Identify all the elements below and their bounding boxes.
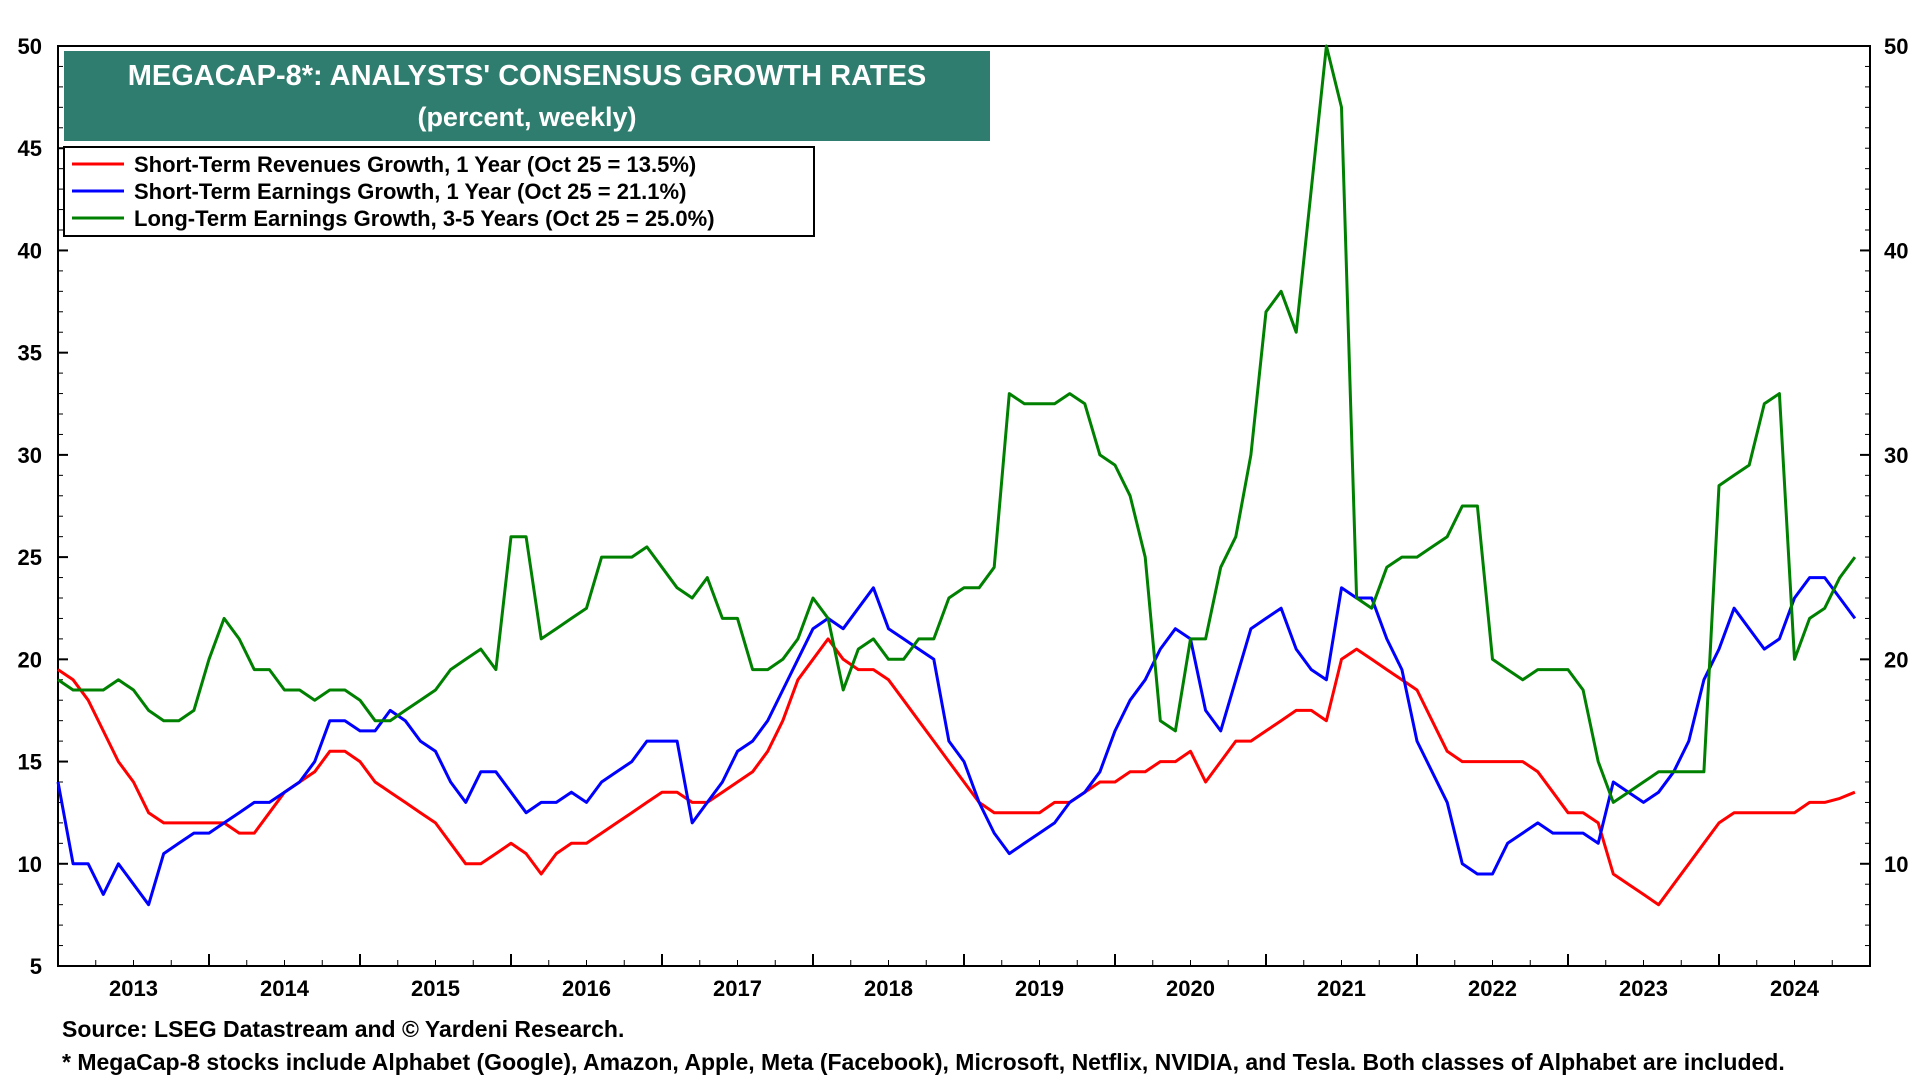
y-right-tick-label: 10 [1884, 852, 1908, 877]
title-background [64, 51, 990, 141]
x-tick-label: 2024 [1770, 976, 1820, 1001]
y-left-tick-label: 45 [18, 136, 42, 161]
x-tick-label: 2014 [260, 976, 310, 1001]
y-axis-left: 5 10 15 20 25 30 35 40 45 50 [18, 34, 68, 979]
y-left-tick-label: 15 [18, 750, 42, 775]
y-left-tick-label: 50 [18, 34, 42, 59]
x-tick-label: 2019 [1015, 976, 1064, 1001]
legend-box [63, 146, 815, 237]
x-tick-label: 2015 [411, 976, 460, 1001]
series-line-2 [56, 576, 1857, 907]
x-tick-label: 2023 [1619, 976, 1668, 1001]
legend-label-1: Short-Term Revenues Growth, 1 Year (Oct … [134, 152, 696, 177]
legend: Short-Term Revenues Growth, 1 Year (Oct … [63, 146, 815, 237]
x-tick-label: 2013 [109, 976, 158, 1001]
x-tick-label: 2022 [1468, 976, 1517, 1001]
chart-subtitle: (percent, weekly) [417, 102, 636, 132]
x-tick-label: 2017 [713, 976, 762, 1001]
x-tick-label: 2020 [1166, 976, 1215, 1001]
x-tick-label: 2021 [1317, 976, 1366, 1001]
footnote: * MegaCap-8 stocks include Alphabet (Goo… [62, 1049, 1785, 1075]
y-right-tick-label: 40 [1884, 238, 1908, 263]
y-left-tick-label: 20 [18, 647, 42, 672]
y-axis-right: 10 20 30 40 50 [1860, 34, 1908, 947]
series-lines [56, 44, 1857, 907]
title-box: MEGACAP-8*: ANALYSTS' CONSENSUS GROWTH R… [64, 51, 990, 141]
x-tick-label: 2016 [562, 976, 611, 1001]
chart-title: MEGACAP-8*: ANALYSTS' CONSENSUS GROWTH R… [128, 60, 927, 92]
y-right-tick-label: 20 [1884, 647, 1908, 672]
y-left-tick-label: 25 [18, 545, 42, 570]
source-note: Source: LSEG Datastream and © Yardeni Re… [62, 1016, 625, 1042]
y-left-tick-label: 10 [18, 852, 42, 877]
x-tick-label: 2018 [864, 976, 913, 1001]
y-right-tick-label: 50 [1884, 34, 1908, 59]
legend-label-2: Short-Term Earnings Growth, 1 Year (Oct … [134, 179, 686, 204]
y-left-tick-label: 5 [30, 954, 42, 979]
y-right-tick-label: 30 [1884, 443, 1908, 468]
series-line-3 [57, 44, 1857, 804]
x-axis: 2013 2014 2015 2016 2017 2018 2019 2020 2021 2022… [95, 954, 1833, 1001]
y-left-tick-label: 40 [18, 238, 42, 263]
y-left-tick-label: 30 [18, 443, 42, 468]
y-left-tick-label: 35 [18, 341, 42, 366]
series-line-1 [57, 637, 1856, 907]
legend-label-3: Long-Term Earnings Growth, 3-5 Years (Oc… [134, 206, 715, 231]
